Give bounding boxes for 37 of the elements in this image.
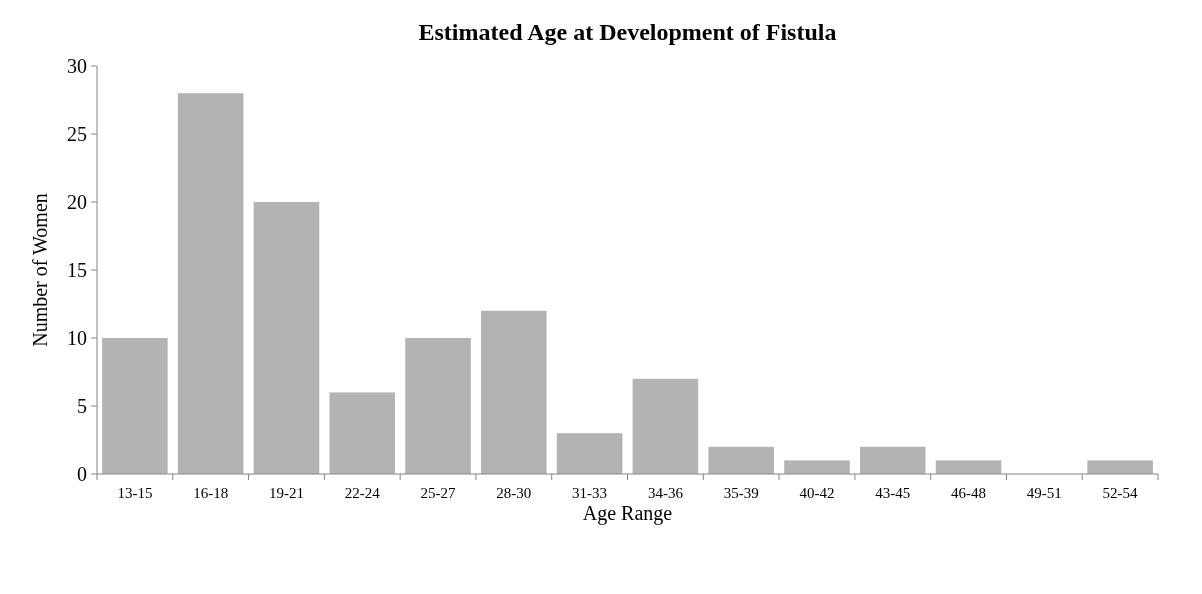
bar — [1087, 460, 1153, 474]
chart-title: Estimated Age at Development of Fistula — [418, 19, 837, 45]
bar — [708, 446, 774, 474]
x-tick-label: 49-51 — [1026, 485, 1062, 501]
bar — [935, 460, 1002, 474]
bar — [405, 338, 471, 474]
x-tick-label: 19-21 — [268, 485, 304, 501]
bar — [784, 460, 850, 474]
x-tick-label: 28-30 — [496, 485, 532, 501]
x-tick-label: 22-24 — [344, 485, 381, 501]
bar — [102, 338, 168, 474]
x-tick-label: 16-18 — [193, 485, 229, 501]
y-tick-label: 10 — [67, 327, 87, 349]
y-tick-label: 5 — [77, 395, 87, 417]
x-tick-label: 46-48 — [951, 485, 987, 501]
bar — [556, 433, 623, 474]
y-tick-label: 20 — [67, 191, 87, 213]
bar — [859, 446, 926, 474]
x-tick-label: 35-39 — [723, 485, 759, 501]
x-axis-title: Age Range — [582, 502, 673, 525]
x-tick-label: 13-15 — [117, 485, 153, 501]
x-tick-label: 25-27 — [420, 485, 457, 501]
bar — [253, 202, 320, 474]
bar — [177, 93, 244, 474]
y-tick-label: 15 — [67, 259, 87, 281]
y-tick-label: 0 — [77, 463, 87, 485]
y-axis-title: Number of Women — [29, 193, 51, 347]
y-tick-label: 30 — [67, 55, 87, 77]
bar — [329, 392, 396, 474]
x-tick-label: 40-42 — [799, 485, 835, 501]
x-tick-label: 31-33 — [572, 485, 608, 501]
bar — [632, 378, 699, 474]
x-tick-label: 43-45 — [875, 485, 911, 501]
x-tick-label: 34-36 — [647, 485, 684, 501]
x-tick-label: 52-54 — [1102, 485, 1139, 501]
y-tick-label: 25 — [67, 123, 87, 145]
bar — [481, 310, 547, 474]
